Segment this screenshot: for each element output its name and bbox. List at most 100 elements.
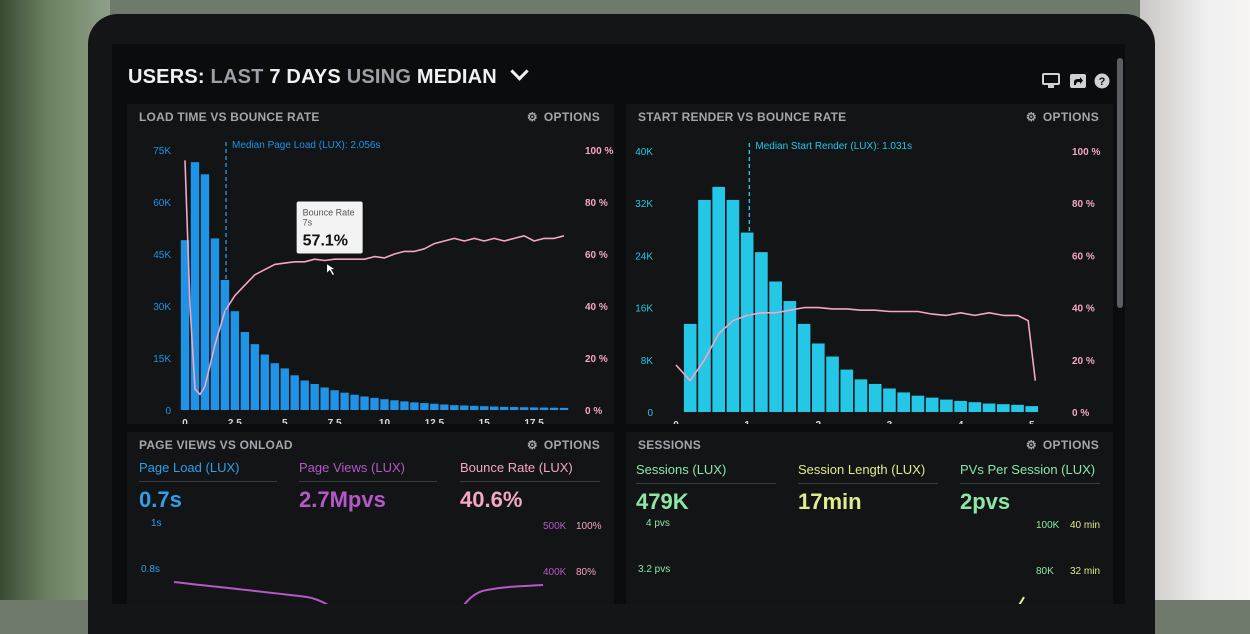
axis-label: 0.8s	[141, 564, 160, 575]
dashboard-screen: USERS: LAST 7 DAYS USING MEDIAN ? LOAD T…	[112, 44, 1125, 604]
title-median: MEDIAN	[416, 66, 497, 88]
chevron-down-icon[interactable]	[510, 62, 529, 81]
options-label: OPTIONS	[1042, 438, 1099, 452]
x-tick: 5	[1029, 420, 1035, 424]
histogram-bar	[1011, 404, 1024, 412]
divider	[299, 481, 437, 482]
title-last: LAST	[210, 66, 264, 88]
x-tick: 12.5	[425, 418, 445, 424]
x-tick: 17.5	[524, 418, 544, 424]
x-tick: 5	[282, 418, 288, 424]
bounce-rate-line	[184, 160, 565, 396]
stat-label-page-views: Page Views (LUX)	[299, 460, 405, 475]
y-tick-right: 60 %	[585, 250, 608, 261]
y-tick-right: 40 %	[585, 302, 608, 313]
stat-label-pvs-per-session: PVs Per Session (LUX)	[960, 462, 1096, 477]
options-button[interactable]: ⚙ OPTIONS	[527, 438, 600, 452]
gear-icon: ⚙	[526, 438, 538, 452]
panel-title: PAGE VIEWS VS ONLOAD	[139, 438, 293, 452]
x-tick: 7.5	[328, 418, 342, 424]
stat-label-sessions: Sessions (LUX)	[636, 462, 727, 477]
histogram-bar	[330, 390, 339, 410]
histogram-bar	[210, 238, 220, 410]
title-days: 7 DAYS	[269, 66, 341, 88]
histogram-bar	[420, 403, 429, 410]
x-tick: 0	[673, 420, 679, 424]
histogram-bar	[410, 402, 419, 410]
monitor-icon[interactable]	[1042, 73, 1060, 89]
histogram-bar	[460, 405, 469, 410]
axis-label: 3.2 pvs	[638, 564, 671, 575]
y-tick-right: 100 %	[1072, 147, 1100, 158]
histogram-bar	[911, 395, 925, 412]
histogram-bar	[883, 388, 896, 412]
histogram-bar	[954, 400, 967, 412]
histogram-bar	[968, 402, 982, 412]
options-button[interactable]: ⚙ OPTIONS	[1026, 438, 1099, 452]
options-button[interactable]: ⚙ OPTIONS	[1026, 110, 1099, 124]
y-tick-left: 45K	[153, 250, 171, 261]
scrollbar[interactable]	[1117, 58, 1123, 308]
divider	[139, 481, 277, 482]
start-render-chart: 0 8K 16K 24K 32K 40K 0 % 20 % 40 % 60 % 80 % 100 % 0…	[635, 141, 1100, 424]
histogram-bar	[300, 380, 309, 410]
histogram-bar	[360, 396, 369, 410]
histogram-bar	[509, 407, 519, 410]
y-tick-right: 0 %	[585, 406, 602, 417]
panel-header: LOAD TIME VS BOUNCE RATE ⚙ OPTIONS	[127, 104, 614, 128]
tooltip-value: 57.1%	[303, 233, 348, 250]
y-tick-left: 24K	[635, 251, 653, 262]
tooltip-sub: 7s	[303, 218, 313, 228]
stat-value-sessions: 479K	[636, 489, 689, 514]
histogram-bar	[400, 401, 409, 410]
divider	[960, 483, 1100, 484]
y-tick-left: 75K	[153, 146, 171, 157]
y-tick-left: 30K	[153, 302, 171, 313]
histogram-bar	[230, 311, 240, 410]
stat-label-page-load: Page Load (LUX)	[139, 460, 240, 475]
cursor-icon	[326, 262, 337, 277]
options-label: OPTIONS	[543, 110, 600, 124]
histogram-bar	[1025, 406, 1039, 412]
histogram-bar	[470, 405, 479, 410]
help-icon[interactable]: ?	[1093, 73, 1111, 89]
histogram-bar	[811, 343, 825, 412]
histogram-bar	[430, 403, 439, 410]
histogram-bar	[290, 375, 299, 410]
load-time-chart: 0 15K 30K 45K 60K 75K 0 % 20 % 40 % 60 % 80 % 100 %…	[153, 140, 613, 424]
histogram-bar	[340, 392, 349, 410]
y-tick-left: 15K	[153, 354, 171, 365]
panel-sessions: SESSIONS ⚙ OPTIONS Sessions (LUX) 479K Se…	[626, 432, 1113, 604]
histogram-bar	[740, 232, 754, 412]
axis-label: 100K	[1036, 520, 1060, 531]
stat-value-page-load: 0.7s	[139, 487, 182, 512]
axis-label: 80K	[1036, 566, 1054, 577]
histogram-bar	[480, 406, 489, 410]
options-button[interactable]: ⚙ OPTIONS	[527, 110, 600, 124]
histogram-bar	[698, 199, 711, 412]
histogram-bar	[350, 394, 359, 410]
x-tick: 1	[744, 420, 750, 424]
y-tick-right: 20 %	[585, 354, 608, 365]
tooltip-box	[296, 201, 363, 254]
page-views-mini-chart	[173, 581, 544, 604]
share-icon[interactable]	[1069, 73, 1087, 89]
histogram-bar	[559, 407, 569, 410]
histogram-bar	[683, 323, 697, 412]
histogram-bar	[200, 174, 210, 410]
axis-label: 500K	[543, 521, 567, 532]
histogram-bar	[783, 301, 797, 412]
histogram-bar	[797, 323, 811, 412]
dashboard-title[interactable]: USERS: LAST 7 DAYS USING MEDIAN	[128, 62, 529, 89]
stat-value-pvs-per-session: 2pvs	[960, 489, 1011, 514]
histogram-bar	[310, 384, 319, 410]
gear-icon: ⚙	[1025, 110, 1037, 124]
divider	[798, 483, 938, 484]
bounce-series-line	[463, 584, 544, 604]
session-length-line	[1018, 596, 1025, 604]
title-using: USING	[346, 66, 412, 88]
y-tick-right: 80 %	[1072, 199, 1095, 210]
stat-value-session-length: 17min	[798, 489, 862, 514]
stat-label-bounce-rate: Bounce Rate (LUX)	[460, 460, 573, 475]
panel-title: SESSIONS	[638, 438, 701, 452]
